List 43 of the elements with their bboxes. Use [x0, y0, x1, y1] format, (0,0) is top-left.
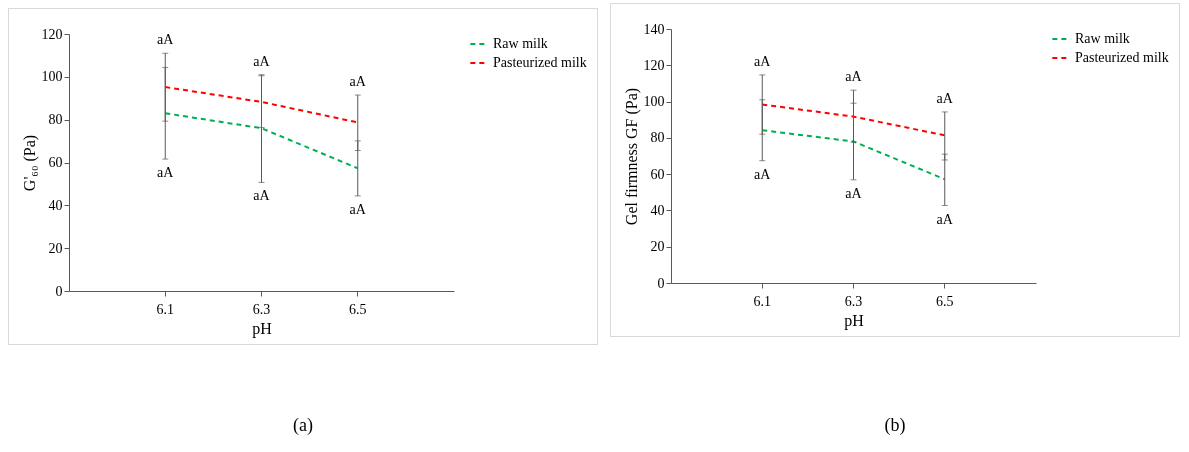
y-tick-label: 80: [650, 130, 665, 146]
annotation: aA: [936, 90, 954, 106]
annotation: aA: [157, 165, 175, 181]
annotation: aA: [349, 201, 367, 217]
y-tick-label: 40: [650, 202, 665, 218]
annotation: aA: [157, 32, 175, 48]
y-tick-label: 20: [650, 239, 665, 255]
legend-label: Pasteurized milk: [493, 55, 587, 70]
y-tick-label: 100: [643, 94, 665, 110]
y-tick-label: 60: [48, 155, 63, 170]
y-tick-label: 60: [650, 166, 665, 182]
annotation: aA: [754, 53, 772, 69]
annotation: aA: [754, 166, 772, 182]
annotation: aA: [253, 53, 271, 69]
x-tick-label: 6.5: [936, 293, 954, 309]
y-tick-label: 0: [657, 275, 665, 291]
legend-label: Raw milk: [1075, 31, 1130, 46]
y-tick-label: 80: [48, 112, 63, 128]
x-tick-label: 6.1: [753, 293, 771, 309]
y-tick-label: 120: [41, 26, 63, 42]
annotation: aA: [936, 211, 954, 227]
text: (a): [292, 415, 314, 436]
annotation: aA: [349, 74, 367, 90]
legend-label: Pasteurized milk: [1075, 50, 1169, 65]
y-tick-label: 140: [643, 21, 665, 37]
annotation: aA: [845, 69, 863, 85]
x-tick-label: 6.3: [252, 301, 271, 317]
x-tick-label: 6.1: [156, 301, 174, 317]
x-axis-title: pH: [844, 311, 865, 330]
y-tick-label: 120: [643, 57, 665, 73]
x-tick-label: 6.3: [844, 293, 863, 309]
text: (b): [883, 415, 907, 436]
y-tick-label: 100: [41, 69, 63, 85]
legend-label: Raw milk: [493, 36, 548, 51]
annotation: aA: [845, 185, 863, 201]
y-tick-label: 20: [48, 240, 63, 256]
y-axis-title: G'₆₀ (Pa): [20, 134, 39, 192]
annotation: aA: [253, 188, 271, 204]
y-tick-label: 0: [55, 283, 63, 299]
y-axis-title: Gel firmness GF (Pa): [622, 87, 641, 226]
x-axis-title: pH: [252, 319, 273, 338]
x-tick-label: 6.5: [349, 301, 367, 317]
y-tick-label: 40: [48, 197, 63, 213]
